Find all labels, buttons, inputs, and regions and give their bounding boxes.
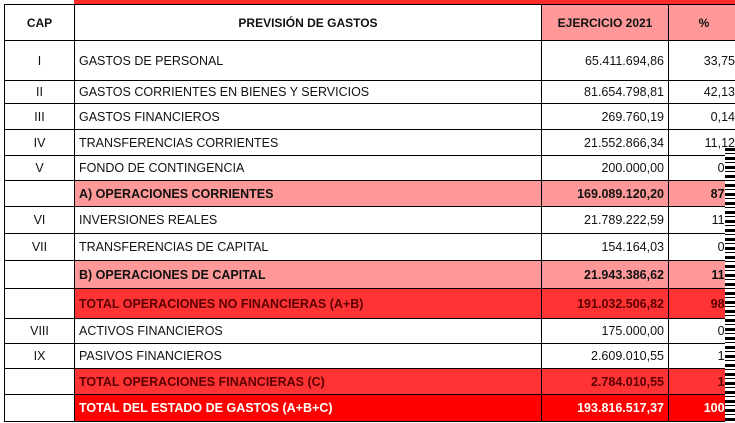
- cell-description: A) OPERACIONES CORRIENTES: [74, 180, 542, 207]
- total-row: TOTAL OPERACIONES FINANCIERAS (C) 2.784.0…: [4, 368, 735, 395]
- cell-amount: 21.943.386,62: [541, 260, 669, 289]
- header-amount: EJERCICIO 2021: [541, 4, 669, 41]
- cell-description: TRANSFERENCIAS CORRIENTES: [74, 129, 542, 156]
- header-percent: %: [668, 4, 735, 41]
- cell-description: TOTAL OPERACIONES NO FINANCIERAS (A+B): [74, 288, 542, 319]
- top-red-strip: [74, 0, 735, 4]
- cell-description: TOTAL OPERACIONES FINANCIERAS (C): [74, 368, 542, 395]
- cell-cap: [4, 260, 75, 289]
- header-cap: CAP: [4, 4, 75, 41]
- cell-cap: [4, 180, 75, 207]
- cell-percent: 0,14: [668, 103, 735, 130]
- subtotal-row: A) OPERACIONES CORRIENTES 169.089.120,20 8…: [4, 180, 735, 207]
- cell-amount: 175.000,00: [541, 318, 669, 344]
- table-row: VI INVERSIONES REALES 21.789.222,59 11,2: [4, 206, 735, 234]
- total-row: TOTAL DEL ESTADO DE GASTOS (A+B+C) 193.81…: [4, 394, 735, 422]
- cell-description: ACTIVOS FINANCIEROS: [74, 318, 542, 344]
- cell-amount: 269.760,19: [541, 103, 669, 130]
- cell-percent: 98,5: [668, 288, 735, 319]
- table-row: I GASTOS DE PERSONAL 65.411.694,86 33,75: [4, 40, 735, 81]
- cell-description: GASTOS FINANCIEROS: [74, 103, 542, 130]
- cell-description: GASTOS DE PERSONAL: [74, 40, 542, 81]
- cell-amount: 81.654.798,81: [541, 80, 669, 104]
- total-row: TOTAL OPERACIONES NO FINANCIERAS (A+B) 19…: [4, 288, 735, 319]
- cell-amount: 21.789.222,59: [541, 206, 669, 234]
- cell-cap: IV: [4, 129, 75, 156]
- cell-description: TRANSFERENCIAS DE CAPITAL: [74, 233, 542, 261]
- cell-cap: I: [4, 40, 75, 81]
- cell-cap: V: [4, 155, 75, 181]
- cell-cap: [4, 288, 75, 319]
- cell-amount: 2.609.010,55: [541, 343, 669, 369]
- cell-description: B) OPERACIONES DE CAPITAL: [74, 260, 542, 289]
- cell-percent: 33,75: [668, 40, 735, 81]
- barcode-strip: [725, 148, 735, 423]
- cell-description: INVERSIONES REALES: [74, 206, 542, 234]
- cell-description: FONDO DE CONTINGENCIA: [74, 155, 542, 181]
- header-description: PREVISIÓN DE GASTOS: [74, 4, 542, 41]
- cell-amount: 193.816.517,37: [541, 394, 669, 422]
- cell-percent: 87,2: [668, 180, 735, 207]
- cell-amount: 65.411.694,86: [541, 40, 669, 81]
- cell-amount: 21.552.866,34: [541, 129, 669, 156]
- cell-cap: [4, 394, 75, 422]
- cell-cap: VII: [4, 233, 75, 261]
- table-row: IV TRANSFERENCIAS CORRIENTES 21.552.866,34…: [4, 129, 735, 156]
- cell-amount: 154.164,03: [541, 233, 669, 261]
- cell-description: GASTOS CORRIENTES EN BIENES Y SERVICIOS: [74, 80, 542, 104]
- cell-amount: 169.089.120,20: [541, 180, 669, 207]
- cell-cap: III: [4, 103, 75, 130]
- cell-amount: 191.032.506,82: [541, 288, 669, 319]
- cell-cap: [4, 368, 75, 395]
- table-row: II GASTOS CORRIENTES EN BIENES Y SERVICIO…: [4, 80, 735, 104]
- cell-cap: VIII: [4, 318, 75, 344]
- cell-description: PASIVOS FINANCIEROS: [74, 343, 542, 369]
- cell-percent: 11,2: [668, 206, 735, 234]
- subtotal-row: B) OPERACIONES DE CAPITAL 21.943.386,62 11…: [4, 260, 735, 289]
- cell-amount: 2.784.010,55: [541, 368, 669, 395]
- cell-cap: II: [4, 80, 75, 104]
- expense-table: CAP PREVISIÓN DE GASTOS EJERCICIO 2021 %…: [4, 4, 735, 422]
- cell-description: TOTAL DEL ESTADO DE GASTOS (A+B+C): [74, 394, 542, 422]
- cell-percent: 11,3: [668, 260, 735, 289]
- cell-cap: IX: [4, 343, 75, 369]
- table-row: III GASTOS FINANCIEROS 269.760,19 0,14: [4, 103, 735, 130]
- cell-percent: 11,12: [668, 129, 735, 156]
- cell-percent: 42,13: [668, 80, 735, 104]
- table-header: CAP PREVISIÓN DE GASTOS EJERCICIO 2021 %: [4, 4, 735, 41]
- cell-amount: 200.000,00: [541, 155, 669, 181]
- cell-cap: VI: [4, 206, 75, 234]
